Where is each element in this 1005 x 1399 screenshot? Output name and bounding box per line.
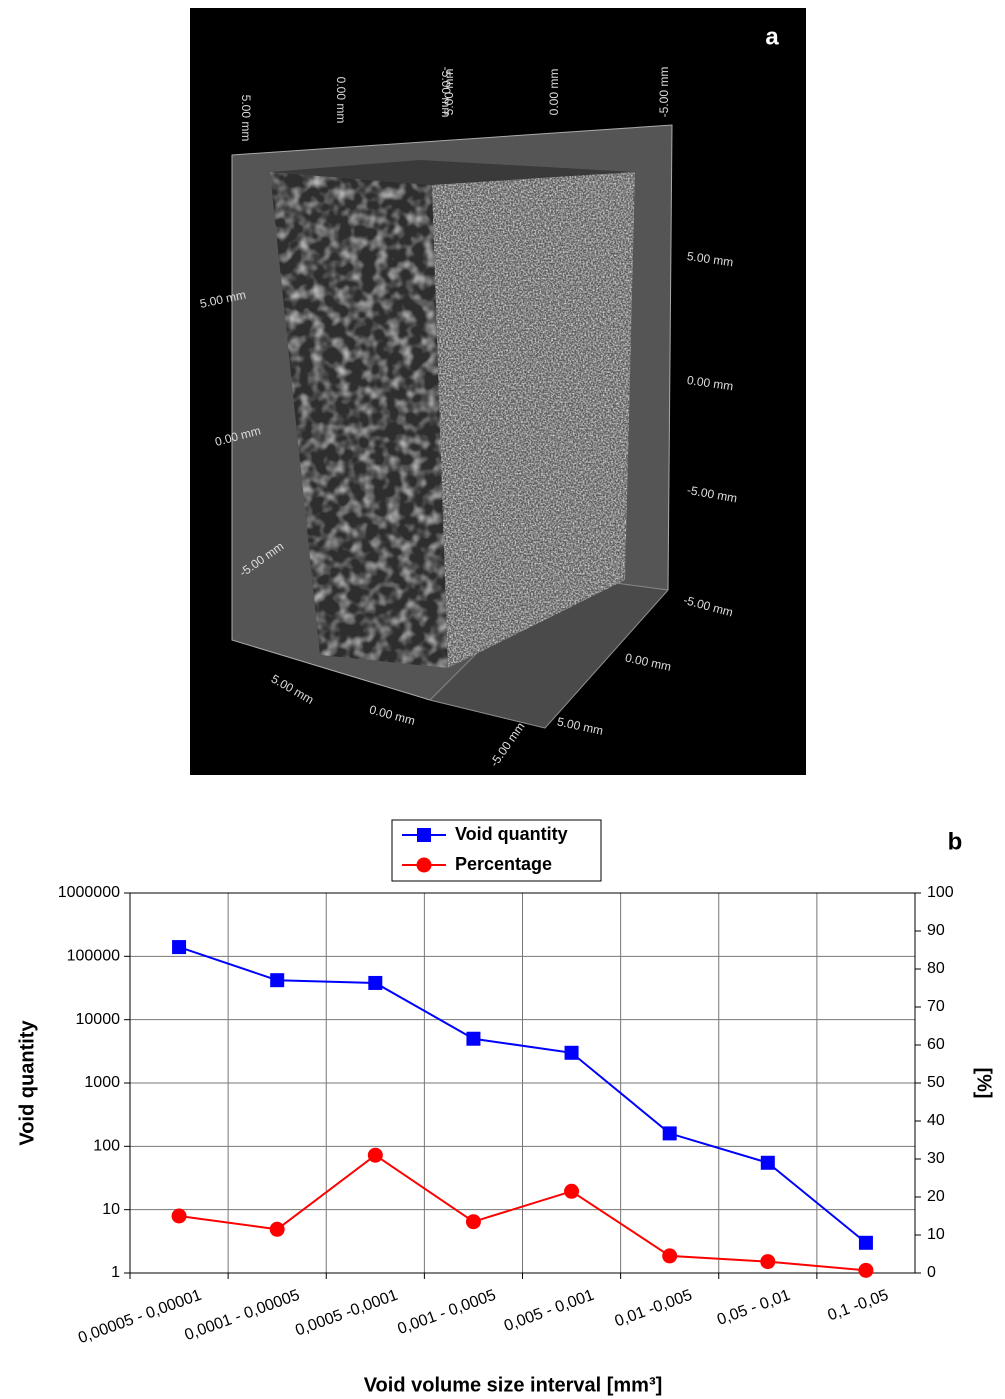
marker bbox=[367, 1147, 383, 1163]
legend-marker bbox=[417, 828, 431, 842]
axis-label: 5.00 mm bbox=[239, 95, 253, 142]
y2-axis-title: [%] bbox=[973, 1067, 995, 1098]
y2-tick-label: 90 bbox=[927, 922, 945, 939]
y2-tick-label: 80 bbox=[927, 960, 945, 977]
axis-label: 5.00 mm bbox=[442, 69, 456, 116]
y2-tick-label: 40 bbox=[927, 1112, 945, 1129]
y2-tick-label: 10 bbox=[927, 1226, 945, 1243]
panel-a: a 5.00 mm 0.00 mm -5.00 mm5.00 mm 0.00 mm -5… bbox=[190, 8, 806, 775]
marker bbox=[564, 1045, 579, 1060]
x-tick-label: 0,005 - 0,001 bbox=[502, 1287, 597, 1335]
x-tick-label: 0,05 - 0,01 bbox=[715, 1287, 793, 1329]
y2-tick-label: 30 bbox=[927, 1150, 945, 1167]
y-tick-label: 1000 bbox=[84, 1074, 120, 1091]
series-line bbox=[178, 1153, 867, 1272]
axis-label: -5.00 mm bbox=[439, 67, 453, 118]
y2-tick-label: 70 bbox=[927, 998, 945, 1015]
axis-label: 5.00 mm bbox=[686, 249, 734, 269]
y-tick-label: 1000000 bbox=[58, 884, 120, 901]
marker bbox=[760, 1254, 776, 1270]
x-axis-title: Void volume size interval [mm³] bbox=[364, 1374, 663, 1396]
marker bbox=[171, 1208, 187, 1224]
y2-tick-label: 50 bbox=[927, 1074, 945, 1091]
marker bbox=[270, 973, 285, 988]
legend-label: Void quantity bbox=[455, 824, 568, 844]
panel-label: b bbox=[948, 828, 963, 855]
specimen-right-texture bbox=[432, 172, 635, 668]
y-tick-label: 100 bbox=[93, 1138, 120, 1155]
marker bbox=[858, 1235, 873, 1250]
x-tick-label: 0,00005 - 0,00001 bbox=[76, 1287, 204, 1347]
marker bbox=[760, 1155, 775, 1170]
marker bbox=[465, 1214, 481, 1230]
panel-b: b 1 10 100 1000 10000 100000 1000000 0 10 20 30 40 50… bbox=[16, 819, 995, 1396]
specimen-top-face bbox=[270, 160, 635, 185]
marker bbox=[564, 1183, 580, 1199]
marker bbox=[368, 975, 383, 990]
axis-label: 0.00 mm bbox=[547, 69, 561, 116]
y2-tick-label: 60 bbox=[927, 1036, 945, 1053]
y2-tick-label: 20 bbox=[927, 1188, 945, 1205]
y-tick-label: 100000 bbox=[67, 948, 120, 965]
series-line bbox=[178, 946, 867, 1244]
y-tick-label: 1 bbox=[111, 1264, 120, 1281]
y2-tick-label: 0 bbox=[927, 1264, 936, 1281]
x-tick-label: 0,001 - 0,0005 bbox=[395, 1287, 498, 1338]
y-tick-label: 10 bbox=[102, 1201, 120, 1218]
y-axis-title: Void quantity bbox=[16, 1020, 38, 1146]
marker bbox=[466, 1031, 481, 1046]
legend-marker bbox=[416, 857, 432, 873]
specimen-left-texture bbox=[270, 172, 448, 668]
x-tick-label: 0,1 -0,05 bbox=[826, 1287, 891, 1325]
marker bbox=[858, 1262, 874, 1278]
axis-label: 0.00 mm bbox=[334, 77, 348, 124]
axis-label: 0.00 mm bbox=[686, 373, 734, 393]
panel-label: a bbox=[765, 23, 779, 50]
legend-label: Percentage bbox=[455, 854, 552, 874]
y-tick-label: 10000 bbox=[76, 1011, 121, 1028]
axis-label: -5.00 mm bbox=[657, 67, 671, 118]
y2-tick-label: 100 bbox=[927, 884, 954, 901]
marker bbox=[172, 940, 187, 955]
x-tick-label: 0,0005 -0,0001 bbox=[293, 1287, 400, 1340]
marker bbox=[662, 1248, 678, 1264]
marker bbox=[269, 1221, 285, 1237]
x-tick-label: 0,01 -0,005 bbox=[613, 1287, 695, 1331]
marker bbox=[662, 1126, 677, 1141]
